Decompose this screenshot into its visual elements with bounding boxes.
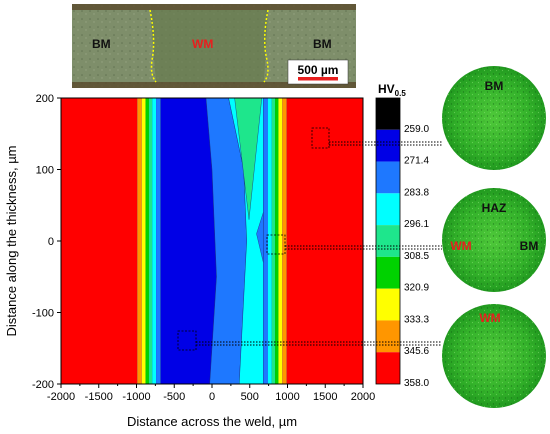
y-tick-label-3: 100 [36,165,54,177]
y-tick-label-4: 200 [36,93,54,105]
x-tick-label-7: 1500 [313,391,337,403]
x-tick-label-6: 1000 [275,391,299,403]
colorbar-frame [375,97,401,385]
contour-region-3 [234,98,263,220]
weld-zone [150,10,268,82]
contour-band-11 [278,98,283,384]
contour-plot: -2000 -1500 -1000 -500 0 500 1000 1500 2000 -200… [4,93,375,429]
colorbar-title-main: HV [378,82,395,96]
contour-band-5 [152,98,157,384]
contour-region-4 [256,212,264,263]
y-axis-label: Distance along the thickness, µm [4,145,19,336]
micrograph-bm-label: BM [485,79,504,93]
fusion-line-left [149,9,157,83]
colorbar-level-6: 333.3 [404,314,429,325]
contour-band-1 [137,98,142,384]
inset-bottom-edge [72,82,356,88]
colorbar-level-8: 358.0 [404,378,429,389]
colorbar-segment-8 [376,352,400,384]
contour-band-8 [267,98,272,384]
colorbar-level-5: 320.9 [404,283,429,294]
colorbar-title: HV0.5 [378,82,406,98]
colorbar: HV0.5 259.0 271.4 283.8 296.1 308.5 320.9 333.… [375,82,429,389]
micrograph-haz-label-haz: HAZ [482,201,507,215]
callouts [177,127,442,351]
contour-band-3 [145,98,149,384]
micrograph-wm: WM [442,304,546,408]
inset-label-bm-left: BM [92,37,111,51]
contour-band-9 [271,98,276,384]
micrograph-haz-label-bm: BM [520,239,539,253]
micrograph-haz-texture [442,188,546,292]
colorbar-level-3: 296.1 [404,219,429,230]
contour-band-13 [286,98,363,384]
fusion-line-right [263,9,269,83]
contour-band-0 [61,98,138,384]
colorbar-segment-0 [376,98,400,130]
scale-bar [298,77,338,81]
contour-band-2 [141,98,146,384]
x-axis-label: Distance across the weld, µm [127,414,297,429]
micrograph-bm: BM [442,66,546,170]
weld-micrograph-inset: BM WM BM 500 µm [72,4,356,88]
callout-box-wm [177,330,197,351]
micrograph-haz: HAZ WM BM [442,188,546,292]
contour-band-7 [263,98,268,384]
colorbar-level-1: 271.4 [404,156,429,167]
inset-top-edge [72,4,356,10]
contour-region-0 [160,98,217,384]
contour-band-12 [282,98,287,384]
colorbar-title-sub: 0.5 [395,89,407,98]
colorbar-level-7: 345.6 [404,346,429,357]
x-axis: -2000 -1500 -1000 -500 0 500 1000 1500 2000 [47,384,375,403]
colorbar-level-4: 308.5 [404,251,429,262]
colorbar-segment-5 [376,256,400,289]
colorbar-segment-4 [376,225,400,257]
micrograph-wm-texture [442,304,546,408]
contour-band-10 [275,98,279,384]
x-tick-label-5: 500 [241,391,259,403]
colorbar-segment-2 [376,161,400,194]
colorbar-segment-7 [376,320,400,353]
colorbar-segment-1 [376,129,400,162]
callout-box-haz [266,234,286,255]
x-tick-label-0: -2000 [47,391,75,403]
inset-label-bm-right: BM [313,37,332,51]
micrograph-bm-texture [442,66,546,170]
x-tick-label-3: -500 [163,391,185,403]
x-tick-label-4: 0 [209,391,215,403]
micrograph-haz-label-wm: WM [450,239,471,253]
y-tick-label-2: 0 [48,236,54,248]
y-axis: -200 -100 0 100 200 [32,93,61,391]
micrograph-wm-label: WM [479,311,500,325]
contour-band-6 [156,98,161,384]
inset-label-wm: WM [192,37,213,51]
colorbar-segment-6 [376,288,400,321]
colorbar-segment-3 [376,193,400,226]
x-tick-label-8: 2000 [351,391,375,403]
x-tick-label-2: -1000 [122,391,150,403]
contour-band-4 [148,98,153,384]
colorbar-level-0: 259.0 [404,124,429,135]
y-tick-label-0: -200 [32,379,54,391]
x-tick-label-1: -1500 [85,391,113,403]
colorbar-level-2: 283.8 [404,187,429,198]
y-tick-label-1: -100 [32,308,54,320]
scale-bar-label: 500 µm [298,63,339,77]
callout-box-bm [311,127,330,149]
